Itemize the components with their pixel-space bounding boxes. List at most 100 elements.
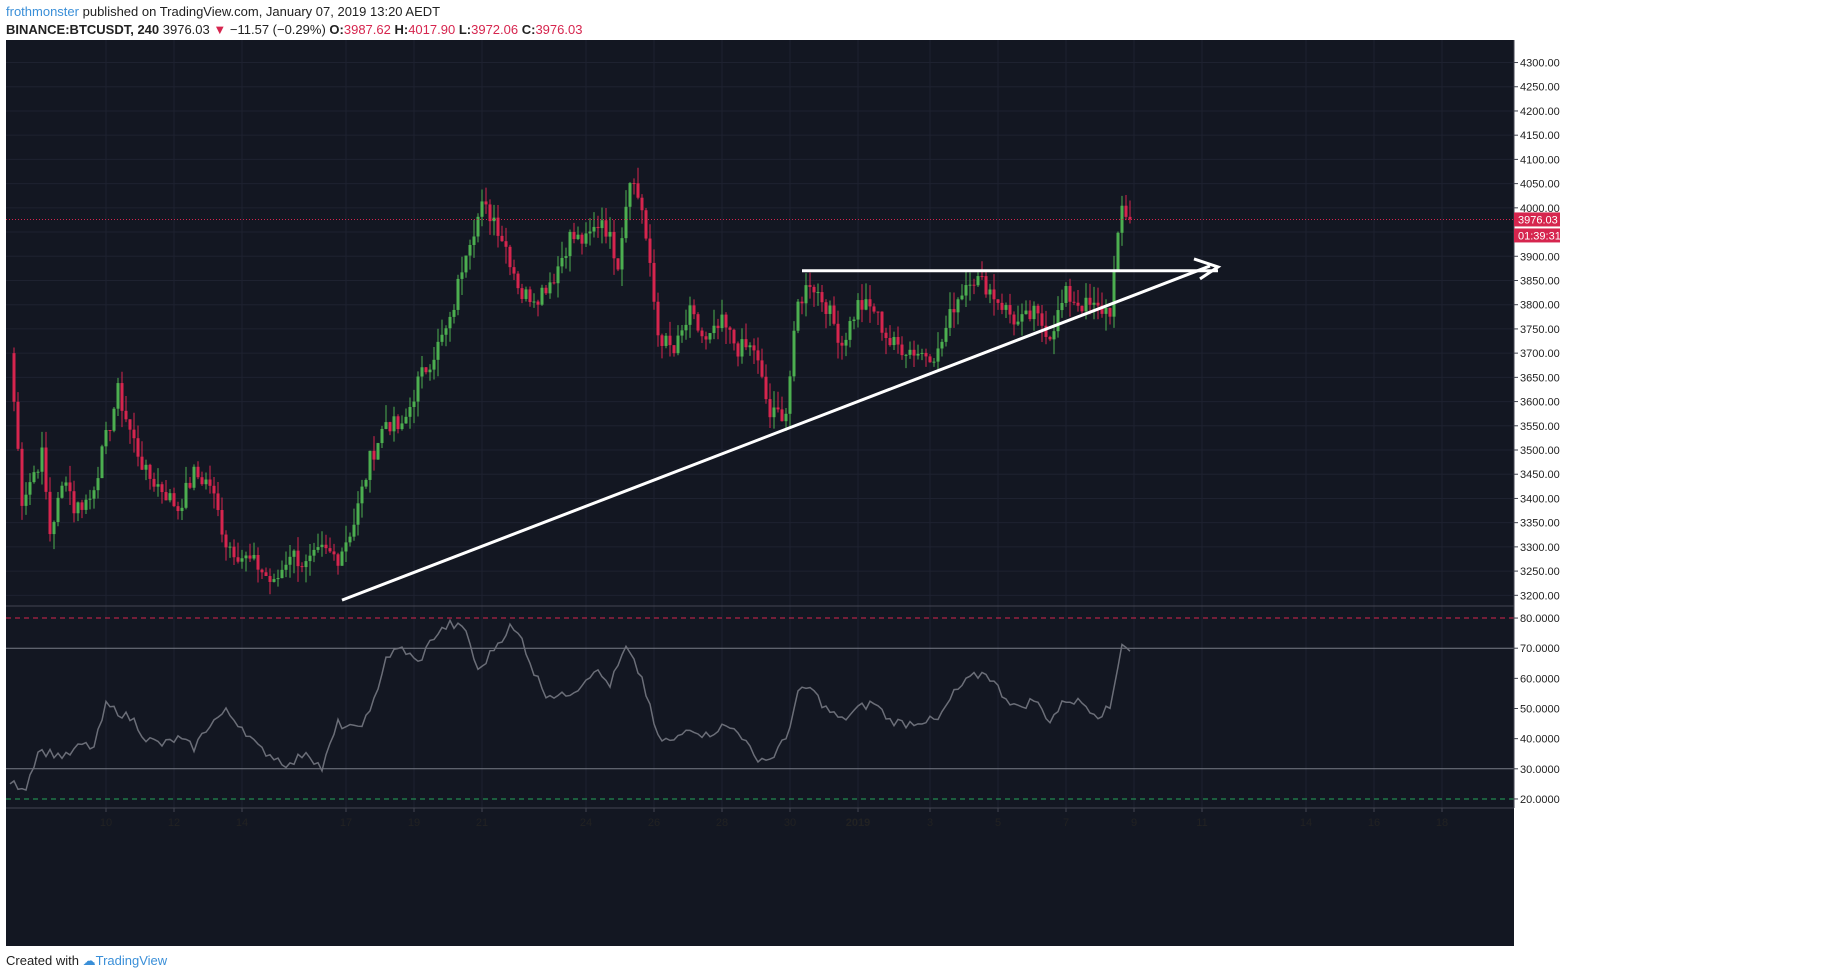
candle-body xyxy=(428,369,432,373)
candles-layer[interactable] xyxy=(6,167,1514,595)
candle-body xyxy=(940,341,944,349)
candle-body xyxy=(448,316,452,329)
candle-body xyxy=(768,399,772,418)
author-name[interactable]: frothmonster xyxy=(6,4,79,19)
price-tick-label: 4000.00 xyxy=(1520,203,1560,215)
candle-body xyxy=(1096,302,1100,306)
candle-body xyxy=(192,466,196,488)
candle-body xyxy=(236,557,240,562)
time-tick-label: 7 xyxy=(1063,817,1069,829)
candle-body xyxy=(208,479,212,486)
candle-body xyxy=(684,324,688,331)
candle-body xyxy=(168,493,172,501)
candle-body xyxy=(356,503,360,525)
time-tick-label: 30 xyxy=(784,817,796,829)
candle-body xyxy=(1000,302,1004,310)
candle-body xyxy=(1092,302,1096,305)
candle-body xyxy=(244,555,248,559)
candle-body xyxy=(444,328,448,335)
time-axis[interactable]: 10 12 14 17 19 21 24 26 28 30 2019 3 5 7 9 11 14 16 18 xyxy=(6,807,1514,829)
symbol-legend: BINANCE:BTCUSDT, 240 3976.03 ▼ −11.57 (−… xyxy=(6,22,582,37)
candle-body xyxy=(1064,286,1068,303)
candle-body xyxy=(268,576,272,582)
tradingview-logo-icon[interactable]: ☁ xyxy=(82,953,96,968)
chart-canvas[interactable]: 3200.00 3250.00 3300.00 3350.00 3400.00 3450.… xyxy=(0,40,1828,946)
candle-body xyxy=(896,337,900,345)
price-tick-label: 4300.00 xyxy=(1520,58,1560,70)
candle-body xyxy=(408,407,412,417)
candle-body xyxy=(64,482,68,486)
candle-body xyxy=(280,569,284,579)
candle-body xyxy=(836,323,840,343)
candle-body xyxy=(676,335,680,354)
candle-body xyxy=(32,472,36,483)
candle-body xyxy=(352,524,356,537)
candle-body xyxy=(20,448,24,506)
candle-body xyxy=(920,352,924,354)
candle-body xyxy=(148,464,152,479)
rsi-tick-label: 40.0000 xyxy=(1520,734,1560,746)
candle-body xyxy=(1124,205,1128,217)
candle-body xyxy=(744,339,748,348)
candle-body xyxy=(176,506,180,512)
close-value: 3976.03 xyxy=(535,22,583,37)
candle-body xyxy=(672,345,676,354)
candle-body xyxy=(336,554,340,566)
countdown-badge-label: 01:39:31 xyxy=(1518,230,1561,242)
candle-body xyxy=(696,314,700,331)
candle-body xyxy=(388,422,392,432)
candle-body xyxy=(952,309,956,313)
candle-body xyxy=(908,349,912,355)
candle-body xyxy=(296,550,300,567)
candle-body xyxy=(40,447,44,472)
candle-body xyxy=(372,450,376,460)
candle-body xyxy=(368,450,372,480)
candle-body xyxy=(564,256,568,258)
candle-body xyxy=(604,220,608,237)
candle-body xyxy=(764,376,768,400)
time-tick-label: 10 xyxy=(100,817,112,829)
price-tick-label: 3250.00 xyxy=(1520,566,1560,578)
candle-body xyxy=(116,383,120,409)
rsi-tick-label: 60.0000 xyxy=(1520,673,1560,685)
last-price: 3976.03 xyxy=(162,22,210,37)
candle-body xyxy=(596,226,600,229)
candle-body xyxy=(748,345,752,348)
candle-body xyxy=(36,471,40,473)
time-tick-label: 5 xyxy=(995,817,1001,829)
candle-body xyxy=(904,354,908,356)
change-arrow-icon: ▼ xyxy=(213,22,227,37)
candle-body xyxy=(492,217,496,222)
tradingview-brand[interactable]: TradingView xyxy=(95,953,168,968)
candle-body xyxy=(796,301,800,331)
price-tick-label: 3400.00 xyxy=(1520,493,1560,505)
candle-body xyxy=(188,482,192,488)
candle-body xyxy=(12,353,16,402)
candle-body xyxy=(224,534,228,548)
candle-body xyxy=(536,301,540,305)
candle-body xyxy=(256,555,260,570)
candle-body xyxy=(784,413,788,422)
candle-body xyxy=(1084,297,1088,312)
candle-body xyxy=(16,401,20,449)
candle-body xyxy=(680,330,684,336)
candle-body xyxy=(788,376,792,414)
candle-body xyxy=(856,300,860,320)
price-axis[interactable]: 3200.00 3250.00 3300.00 3350.00 3400.00 3450.… xyxy=(1513,40,1561,808)
rsi-pane[interactable] xyxy=(6,605,1514,800)
candle-body xyxy=(228,546,232,548)
candle-body xyxy=(124,410,128,420)
drawings-layer[interactable] xyxy=(341,257,1222,602)
time-tick-label: 14 xyxy=(1300,817,1312,829)
price-tick-label: 4250.00 xyxy=(1520,82,1560,94)
price-tick-label: 3750.00 xyxy=(1520,324,1560,336)
time-tick-label: 24 xyxy=(580,817,592,829)
candle-body xyxy=(276,578,280,580)
candle-body xyxy=(24,494,28,506)
candle-body xyxy=(376,443,380,460)
candle-body xyxy=(868,299,872,307)
candle-body xyxy=(688,305,692,325)
candle-body xyxy=(556,266,560,284)
candle-body xyxy=(380,428,384,444)
candle-body xyxy=(476,216,480,237)
